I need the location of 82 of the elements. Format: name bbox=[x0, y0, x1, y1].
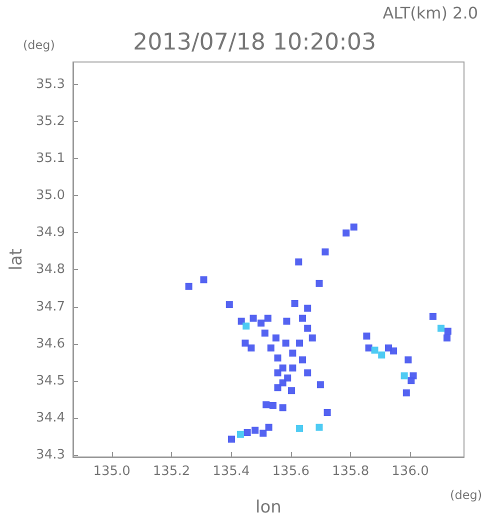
y-axis-title: lat bbox=[6, 248, 26, 270]
point bbox=[274, 384, 282, 392]
point bbox=[291, 300, 298, 307]
y-tick-label: 34.4 bbox=[36, 410, 65, 426]
text: (deg) bbox=[450, 488, 482, 502]
x-tick-label: 135.0 bbox=[93, 464, 130, 479]
point bbox=[304, 324, 312, 332]
y-tick-label: 35.2 bbox=[36, 114, 65, 129]
point bbox=[299, 314, 306, 322]
point bbox=[185, 282, 192, 290]
point bbox=[350, 224, 358, 231]
point bbox=[267, 344, 274, 352]
point bbox=[295, 258, 302, 266]
point bbox=[269, 402, 276, 409]
y-tick-label: 35.0 bbox=[36, 188, 65, 204]
point bbox=[279, 364, 286, 372]
point bbox=[371, 346, 378, 354]
point bbox=[252, 426, 259, 434]
point bbox=[299, 356, 306, 364]
y-tick-label: 34.7 bbox=[36, 299, 65, 314]
point bbox=[282, 340, 290, 347]
y-tick-label: 34.3 bbox=[36, 448, 65, 463]
point bbox=[304, 304, 312, 312]
point bbox=[443, 334, 450, 342]
point bbox=[316, 381, 324, 388]
x-tick-label: 135.4 bbox=[212, 464, 250, 479]
point bbox=[242, 322, 250, 330]
point bbox=[342, 229, 350, 236]
y-tick-label: 34.6 bbox=[36, 336, 65, 352]
point bbox=[242, 340, 249, 347]
point bbox=[296, 424, 304, 432]
point bbox=[316, 280, 323, 287]
point bbox=[402, 389, 410, 396]
point bbox=[316, 424, 323, 431]
point bbox=[264, 314, 272, 322]
point bbox=[296, 340, 304, 347]
point bbox=[283, 318, 290, 325]
point bbox=[288, 387, 295, 394]
point bbox=[258, 320, 265, 327]
point bbox=[274, 369, 282, 376]
point bbox=[363, 332, 370, 340]
point bbox=[404, 356, 412, 364]
text: (deg) bbox=[23, 38, 55, 52]
x-tick-label: 136.0 bbox=[392, 464, 429, 479]
point bbox=[400, 372, 408, 380]
y-tick-label: 34.8 bbox=[36, 262, 65, 278]
point bbox=[265, 424, 272, 431]
point bbox=[324, 408, 331, 416]
point bbox=[228, 436, 235, 443]
point bbox=[261, 330, 268, 337]
point bbox=[260, 430, 267, 437]
point bbox=[289, 364, 296, 372]
x-tick-label: 135.2 bbox=[152, 464, 190, 479]
point bbox=[248, 344, 255, 352]
point bbox=[272, 334, 280, 342]
point bbox=[304, 369, 312, 376]
chart-title: 2013/07/18 10:20:03 bbox=[133, 30, 376, 56]
y-tick-label: 34.5 bbox=[36, 373, 65, 388]
x-tick-label: 135.6 bbox=[272, 464, 310, 479]
point bbox=[250, 314, 257, 322]
point bbox=[236, 430, 244, 438]
x-tick-label: 135.8 bbox=[332, 464, 370, 479]
point bbox=[308, 334, 316, 342]
point bbox=[289, 350, 296, 357]
point bbox=[429, 312, 436, 320]
y-tick-label: 34.9 bbox=[36, 225, 65, 240]
point bbox=[262, 401, 270, 408]
point bbox=[226, 301, 233, 308]
point bbox=[378, 352, 386, 359]
point bbox=[438, 324, 445, 332]
point bbox=[244, 429, 251, 436]
x-axis-title: lon bbox=[256, 498, 282, 518]
y-tick-label: 35.3 bbox=[36, 76, 65, 92]
y-tick-label: 35.1 bbox=[36, 150, 65, 166]
chart-subtitle: ALT(km) 2.0 bbox=[382, 4, 478, 22]
point bbox=[322, 248, 329, 256]
point bbox=[200, 276, 208, 284]
point bbox=[408, 377, 415, 384]
point bbox=[274, 354, 282, 362]
point bbox=[279, 404, 286, 412]
point bbox=[444, 328, 452, 335]
point bbox=[390, 347, 398, 354]
